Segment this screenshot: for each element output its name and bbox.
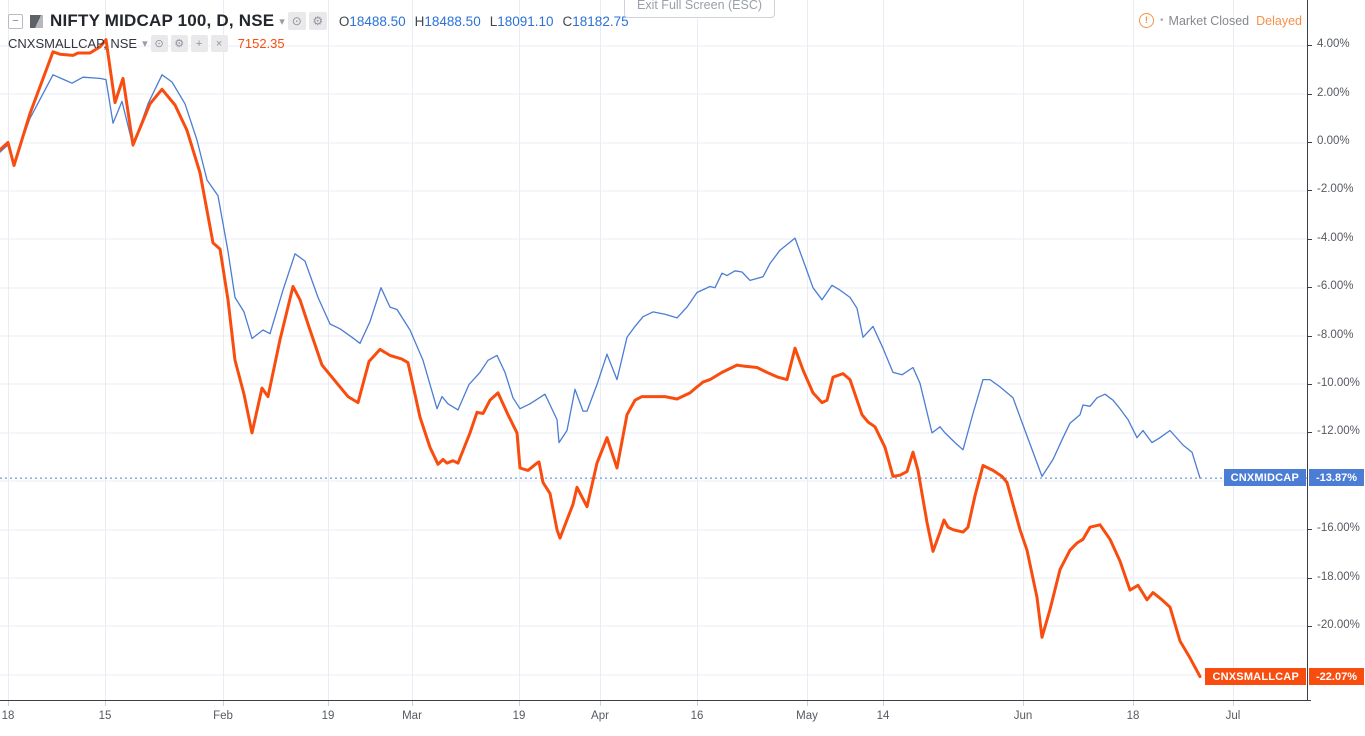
price-axis[interactable]: 4.00% 2.00% 0.00% -2.00% -4.00% -6.00% -8.00% -…: [1308, 0, 1365, 700]
time-axis-label: Jun: [1013, 710, 1033, 722]
settings-icon[interactable]: ⚙: [308, 12, 327, 30]
chart-plot-area[interactable]: [0, 0, 1307, 700]
time-axis-label: 16: [690, 710, 704, 722]
price-axis-label: 4.00%: [1317, 38, 1350, 50]
status-dot-icon: •: [1160, 15, 1164, 26]
settings-icon[interactable]: ⚙: [170, 35, 188, 52]
time-axis-tick: [600, 701, 601, 706]
price-axis-tick: [1308, 190, 1312, 191]
price-axis-tick: [1308, 45, 1312, 46]
time-axis-tick: [105, 701, 106, 706]
ohlc-values: O 18488.50 H 18488.50 L 18091.10 C 18182…: [339, 14, 638, 29]
price-axis-tick: [1308, 626, 1312, 627]
series-line-cnxmidcap[interactable]: [0, 74, 1201, 479]
chevron-down-icon[interactable]: ▾: [142, 38, 148, 50]
compare-symbol-value: 7152.35: [237, 36, 285, 51]
collapse-legend-button[interactable]: −: [8, 13, 23, 29]
price-axis-tick: [1308, 432, 1312, 433]
price-axis-tick: [1308, 94, 1312, 95]
price-axis-border: [1307, 0, 1308, 701]
open-value: 18488.50: [349, 13, 406, 29]
price-axis-tick: [1308, 287, 1312, 288]
time-axis-label: 14: [876, 710, 890, 722]
time-axis-tick: [519, 701, 520, 706]
price-axis-label: -18.00%: [1317, 571, 1360, 583]
time-axis-tick: [328, 701, 329, 706]
time-axis-label: 18: [1, 710, 15, 722]
time-axis-label: Feb: [213, 710, 233, 722]
price-axis-label: -4.00%: [1317, 232, 1354, 244]
time-axis[interactable]: 18 15 Feb 19 Mar 19 Apr 16 May 14 Jun 18 Jul: [0, 701, 1307, 736]
price-axis-label: -20.00%: [1317, 619, 1360, 631]
midcap-name-badge[interactable]: CNXMIDCAP: [1223, 469, 1306, 486]
price-axis-label: -8.00%: [1317, 329, 1354, 341]
main-symbol-title[interactable]: NIFTY MIDCAP 100, D, NSE: [50, 11, 275, 30]
low-label: L: [489, 13, 498, 29]
time-axis-label: Jul: [1225, 710, 1241, 722]
visibility-icon[interactable]: ⊙: [150, 35, 168, 52]
time-axis-label: 15: [98, 710, 112, 722]
close-label: C: [562, 13, 573, 29]
time-axis-label: Mar: [402, 710, 422, 722]
price-axis-label: 0.00%: [1317, 135, 1350, 147]
add-icon[interactable]: +: [190, 35, 208, 52]
time-axis-tick: [223, 701, 224, 706]
chevron-down-icon[interactable]: ▾: [279, 15, 285, 28]
compare-symbol-title[interactable]: CNXSMALLCAP, NSE: [8, 36, 138, 51]
time-axis-label: Apr: [591, 710, 609, 722]
price-axis-label: -6.00%: [1317, 280, 1354, 292]
time-axis-tick: [1023, 701, 1024, 706]
close-value: 18182.75: [572, 13, 629, 29]
series-line-cnxsmallcap[interactable]: [0, 38, 1202, 678]
time-axis-tick: [883, 701, 884, 706]
price-chart: [0, 0, 1307, 700]
delayed-data-label[interactable]: Delayed: [1256, 13, 1302, 28]
price-axis-tick: [1308, 142, 1312, 143]
smallcap-value-badge[interactable]: -22.07%: [1309, 668, 1364, 685]
exit-fullscreen-tooltip: Exit Full Screen (ESC): [624, 0, 776, 18]
smallcap-name-badge[interactable]: CNXSMALLCAP: [1205, 668, 1306, 685]
time-axis-label: May: [796, 710, 818, 722]
time-axis-tick: [412, 701, 413, 706]
price-axis-tick: [1308, 239, 1312, 240]
high-label: H: [414, 13, 425, 29]
main-symbol-row: − NIFTY MIDCAP 100, D, NSE ▾ ⊙ ⚙ O 18488…: [8, 11, 638, 31]
price-axis-tick: [1308, 529, 1312, 530]
price-axis-tick: [1308, 384, 1312, 385]
time-axis-label: 19: [321, 710, 335, 722]
price-axis-label: -10.00%: [1317, 377, 1360, 389]
close-icon[interactable]: ×: [210, 35, 228, 52]
time-axis-label: 18: [1126, 710, 1140, 722]
time-axis-tick: [8, 701, 9, 706]
visibility-icon[interactable]: ⊙: [287, 12, 306, 30]
time-axis-label: 19: [512, 710, 526, 722]
low-value: 18091.10: [497, 13, 554, 29]
warning-icon[interactable]: !: [1139, 13, 1155, 28]
price-axis-tick: [1308, 578, 1312, 579]
time-axis-tick: [1133, 701, 1134, 706]
price-axis-label: 2.00%: [1317, 87, 1350, 99]
price-axis-label: -12.00%: [1317, 425, 1360, 437]
price-axis-tick: [1308, 336, 1312, 337]
price-axis-label: -2.00%: [1317, 183, 1354, 195]
market-status: ! • Market Closed Delayed: [1139, 13, 1302, 28]
market-closed-label: Market Closed: [1168, 13, 1250, 28]
time-axis-tick: [697, 701, 698, 706]
time-axis-border: [0, 700, 1311, 701]
symbol-marker-icon: [30, 14, 43, 28]
legend: − NIFTY MIDCAP 100, D, NSE ▾ ⊙ ⚙ O 18488…: [8, 11, 638, 52]
midcap-value-badge[interactable]: -13.87%: [1309, 469, 1364, 486]
time-axis-tick: [807, 701, 808, 706]
open-label: O: [338, 13, 350, 29]
price-axis-label: -16.00%: [1317, 522, 1360, 534]
high-value: 18488.50: [424, 13, 481, 29]
compare-symbol-row: CNXSMALLCAP, NSE ▾ ⊙ ⚙ + × 7152.35: [8, 35, 638, 52]
time-axis-tick: [1233, 701, 1234, 706]
